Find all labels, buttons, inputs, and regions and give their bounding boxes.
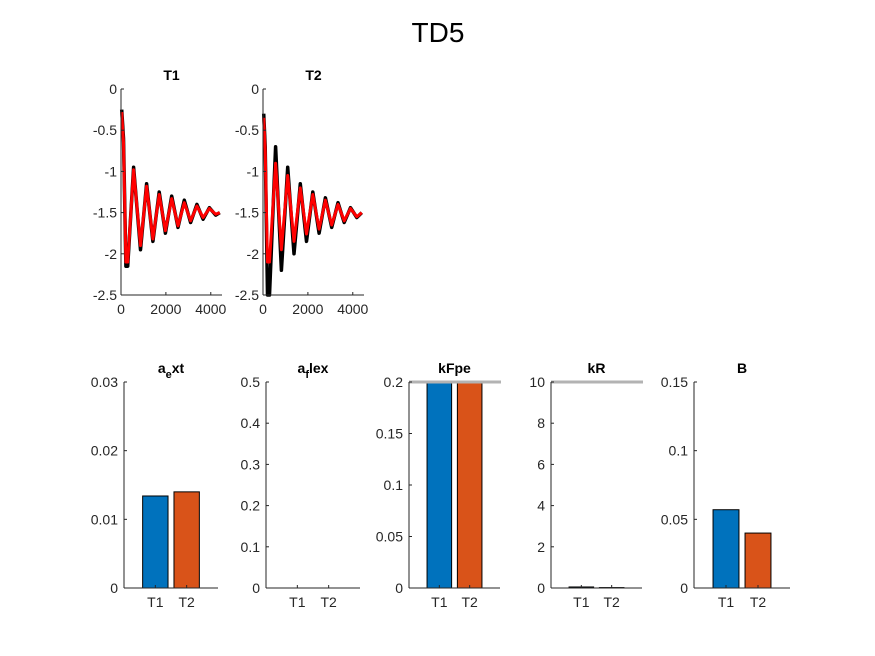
y-tick-label: 8	[537, 415, 545, 431]
y-tick-label: 0.4	[241, 415, 261, 431]
series-line-1	[119, 109, 221, 268]
y-tick-label: 0	[680, 580, 688, 596]
x-tick-label: T1	[573, 594, 590, 610]
y-tick-label: -2.5	[93, 287, 117, 303]
y-tick-label: -1	[105, 163, 118, 179]
bar-t2	[173, 491, 200, 589]
y-tick-label: 0	[251, 81, 259, 97]
y-tick-label: 0	[537, 580, 545, 596]
y-tick-label: 0.1	[669, 443, 689, 459]
y-tick-label: -2	[247, 246, 260, 262]
y-tick-label: 0.3	[241, 456, 261, 472]
y-tick-label: -1.5	[93, 205, 117, 221]
y-tick-label: 0.05	[376, 529, 403, 545]
y-tick-label: -0.5	[235, 122, 259, 138]
y-tick-label: 10	[529, 374, 545, 390]
x-tick-label: T2	[320, 594, 337, 610]
y-tick-label: 0.03	[91, 374, 118, 390]
x-tick-label: T2	[178, 594, 195, 610]
x-tick-label: T1	[147, 594, 164, 610]
y-tick-label: 0.15	[661, 374, 688, 390]
x-tick-label: 0	[117, 301, 125, 317]
y-tick-label: -2	[105, 246, 118, 262]
series-line-2	[262, 117, 363, 264]
subplot-title: aflex	[298, 360, 329, 381]
x-tick-label: T2	[603, 594, 620, 610]
y-tick-label: 0.1	[241, 539, 261, 555]
bar-t1	[712, 509, 740, 589]
y-tick-label: 0.5	[241, 374, 261, 390]
subplot-title: kFpe	[438, 360, 471, 376]
subplot-title: kR	[588, 360, 606, 376]
y-tick-label: 0.1	[384, 477, 404, 493]
subplot-7: 0 0.05 0.1 0.15 T1 T2 B	[661, 360, 790, 610]
x-tick-label: 2000	[150, 301, 181, 317]
y-tick-label: -2.5	[235, 287, 259, 303]
y-tick-label: 0	[110, 580, 118, 596]
y-tick-label: 0.15	[376, 426, 403, 442]
y-tick-label: 0.01	[91, 511, 118, 527]
x-tick-label: 2000	[292, 301, 323, 317]
y-tick-label: 0.2	[241, 498, 261, 514]
x-tick-label: T1	[718, 594, 735, 610]
subplot-title: aext	[158, 360, 185, 381]
subplot-title: B	[737, 360, 747, 376]
y-tick-label: 0	[395, 580, 403, 596]
subplot-title: T2	[305, 67, 322, 83]
bar-t2	[456, 381, 483, 589]
x-tick-label: 0	[259, 301, 267, 317]
x-tick-label: 4000	[195, 301, 226, 317]
x-tick-label: T1	[431, 594, 448, 610]
x-tick-label: T2	[461, 594, 478, 610]
series-line-2	[120, 112, 221, 264]
x-tick-label: 4000	[337, 301, 368, 317]
y-tick-label: 0	[252, 580, 260, 596]
y-tick-label: -1	[247, 163, 260, 179]
subplot-6: 0 2 4 6 8 10 T1 T2 kR	[529, 360, 643, 610]
y-tick-label: 2	[537, 539, 545, 555]
bar-t1	[426, 381, 453, 589]
bar-t1	[142, 495, 169, 589]
subplot-5: 0 0.05 0.1 0.15 0.2 T1 T2 kFpe	[376, 360, 501, 610]
y-tick-label: 0.02	[91, 443, 118, 459]
bar-t2	[744, 532, 772, 589]
y-tick-label: 4	[537, 498, 545, 514]
y-tick-label: 6	[537, 456, 545, 472]
y-tick-label: -1.5	[235, 205, 259, 221]
y-tick-label: 0.2	[384, 374, 404, 390]
subplot-4: 0 0.1 0.2 0.3 0.4 0.5 T1 T2 aflex	[241, 360, 360, 610]
subplots: 0-0.5-1-1.5-2-2.50 2000 4000T10-0.5-1-1.5-…	[91, 67, 790, 610]
y-tick-label: 0	[109, 81, 117, 97]
subplot-3: 0 0.01 0.02 0.03 T1 T2 aext	[91, 360, 218, 610]
figure-title: TD5	[412, 17, 465, 48]
x-tick-label: T1	[289, 594, 306, 610]
y-tick-label: 0.05	[661, 511, 688, 527]
x-tick-label: T2	[750, 594, 767, 610]
subplot-title: T1	[163, 67, 180, 83]
y-tick-label: -0.5	[93, 122, 117, 138]
